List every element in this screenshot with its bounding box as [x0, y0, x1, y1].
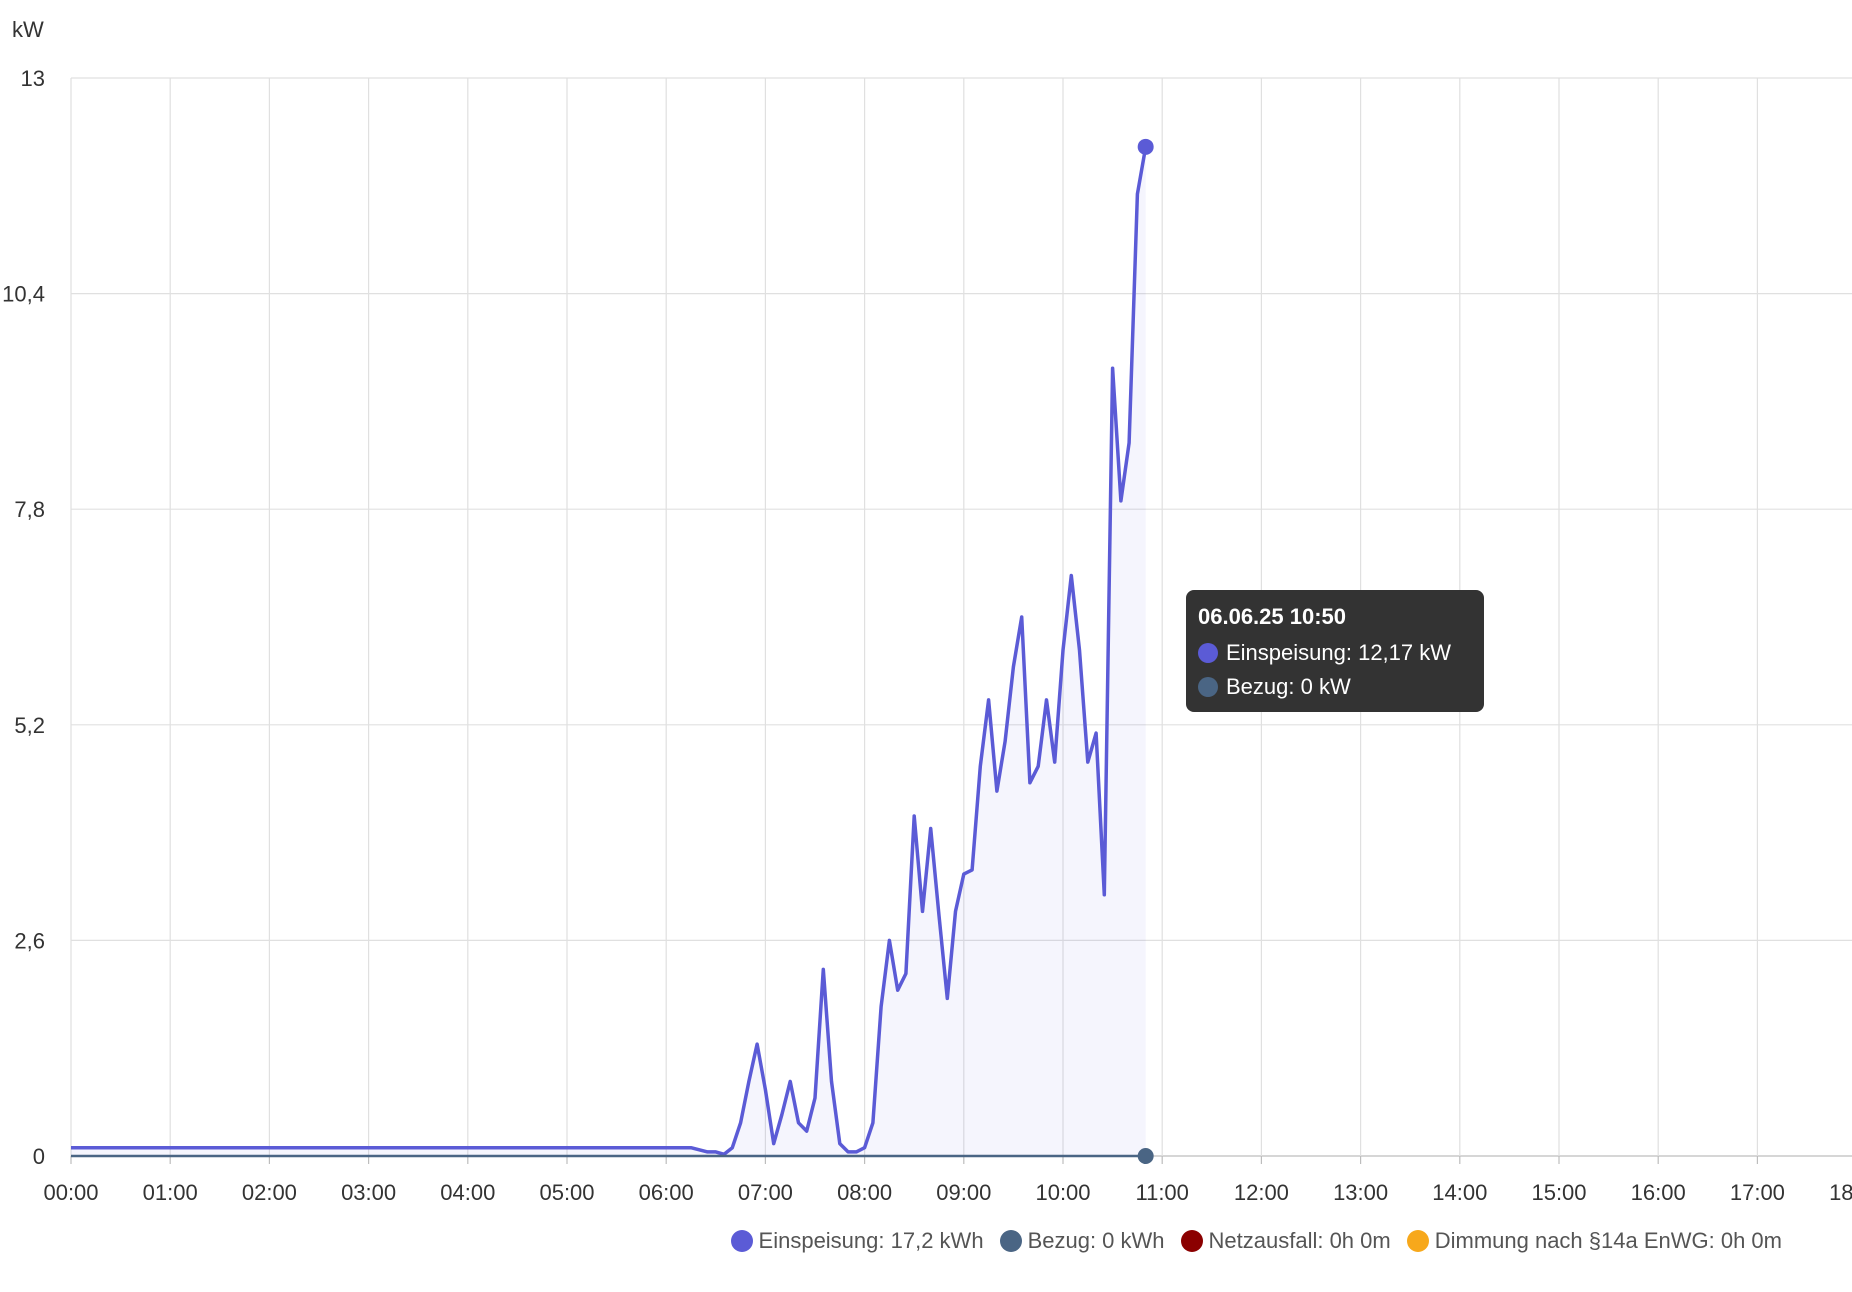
y-tick-label: 2,6: [14, 928, 45, 953]
legend-label-einspeisung: Einspeisung: 17,2 kWh: [758, 1228, 984, 1253]
x-axis-ticks: 00:00 01:00 02:00 03:00 04:00 05:00 06:00 07:00…: [43, 1156, 1852, 1205]
y-tick-label: 7,8: [14, 497, 45, 522]
x-tick-label: 06:00: [639, 1180, 694, 1205]
legend-item-netzausfall[interactable]: Netzausfall: 0h 0m: [1180, 1228, 1391, 1254]
x-tick-label: 11:00: [1135, 1180, 1188, 1205]
x-tick-label: 05:00: [539, 1180, 594, 1205]
y-axis-ticks: 0 2,6 5,2 7,8 10,4 13: [2, 66, 45, 1169]
x-tick-label: 00:00: [43, 1180, 98, 1205]
einspeisung-area: [71, 146, 1146, 1157]
legend-label-netzausfall: Netzausfall: 0h 0m: [1208, 1228, 1391, 1253]
tooltip-value-bezug: Bezug: 0 kW: [1226, 674, 1351, 699]
series-layer: [71, 138, 1154, 1164]
x-tick-label: 03:00: [341, 1180, 396, 1205]
hover-tooltip: 06.06.25 10:50 Einspeisung: 12,17 kW Bez…: [1186, 590, 1484, 712]
x-tick-label: 14:00: [1432, 1180, 1487, 1205]
x-tick-label: 15:00: [1531, 1180, 1586, 1205]
legend-item-einspeisung[interactable]: Einspeisung: 17,2 kWh: [730, 1228, 984, 1254]
legend-label-bezug: Bezug: 0 kWh: [1027, 1228, 1165, 1253]
x-tick-label: 01:00: [143, 1180, 198, 1205]
tooltip-row-einspeisung: Einspeisung: 12,17 kW: [1198, 640, 1472, 666]
x-tick-label: 16:00: [1631, 1180, 1686, 1205]
y-tick-label: 13: [21, 66, 45, 91]
x-tick-label: 02:00: [242, 1180, 297, 1205]
legend-dot-bezug: [999, 1230, 1022, 1252]
tooltip-dot-einspeisung: [1198, 643, 1218, 663]
legend-item-bezug[interactable]: Bezug: 0 kWh: [999, 1228, 1165, 1254]
x-tick-label: 18:00: [1829, 1180, 1852, 1205]
chart-legend: Einspeisung: 17,2 kWh Bezug: 0 kWh Netza…: [730, 1228, 1782, 1254]
tooltip-title: 06.06.25 10:50: [1198, 604, 1347, 629]
y-axis-unit-label: kW: [12, 17, 44, 42]
x-tick-label: 13:00: [1333, 1180, 1388, 1205]
tooltip-value-einspeisung: Einspeisung: 12,17 kW: [1226, 640, 1452, 665]
tooltip-row-bezug: Bezug: 0 kW: [1198, 674, 1472, 700]
x-tick-label: 12:00: [1234, 1180, 1289, 1205]
legend-label-dimmung: Dimmung nach §14a EnWG: 0h 0m: [1434, 1228, 1782, 1253]
legend-dot-netzausfall: [1180, 1230, 1203, 1252]
grid-lines: [70, 77, 1852, 1157]
bezug-marker: [1137, 1148, 1154, 1164]
y-tick-label: 5,2: [14, 713, 45, 738]
x-tick-label: 08:00: [837, 1180, 892, 1205]
y-tick-label: 0: [33, 1144, 45, 1169]
x-tick-label: 10:00: [1035, 1180, 1090, 1205]
y-tick-label: 10,4: [2, 282, 45, 307]
x-tick-label: 04:00: [440, 1180, 495, 1205]
legend-dot-dimmung: [1406, 1230, 1429, 1252]
x-tick-label: 17:00: [1730, 1180, 1785, 1205]
x-tick-label: 09:00: [936, 1180, 991, 1205]
einspeisung-marker: [1137, 138, 1154, 155]
legend-item-dimmung[interactable]: Dimmung nach §14a EnWG: 0h 0m: [1406, 1228, 1782, 1254]
tooltip-dot-bezug: [1198, 677, 1218, 697]
x-tick-label: 07:00: [738, 1180, 793, 1205]
einspeisung-line: [71, 146, 1148, 1157]
legend-dot-einspeisung: [730, 1230, 753, 1252]
